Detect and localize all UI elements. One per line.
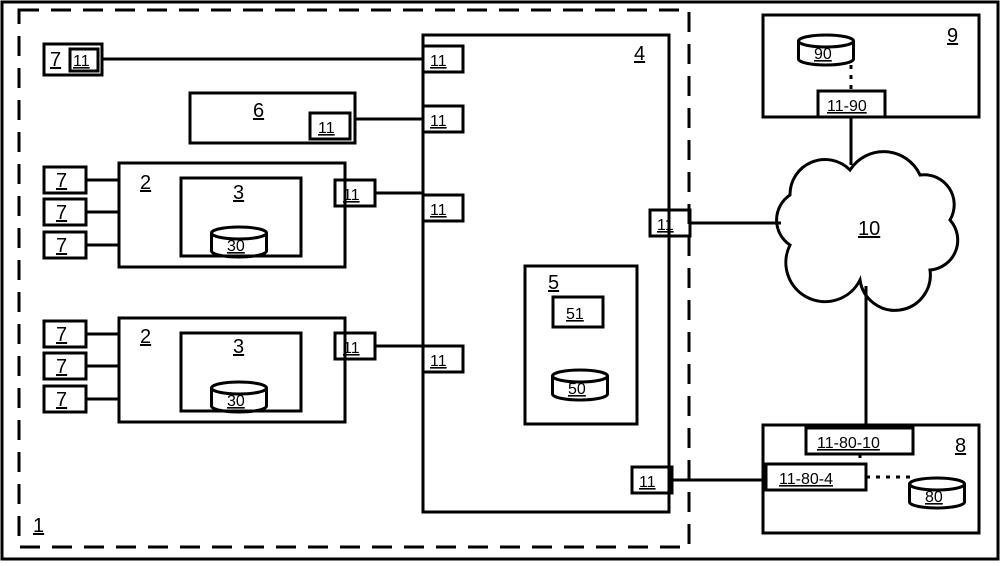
figure-border [2, 2, 998, 559]
box-outer1 [19, 10, 689, 547]
label-l7d: 7 [56, 235, 67, 257]
label-l11804: 11-80-4 [779, 471, 833, 488]
label-l7a: 7 [50, 49, 61, 71]
cyl-c80-label: 80 [925, 489, 943, 506]
label-l7a11: 11 [73, 53, 90, 70]
label-l3a: 3 [233, 182, 244, 204]
label-l4_11a: 11 [430, 53, 447, 70]
label-l3b: 3 [233, 336, 244, 358]
cyl-c50-label: 50 [568, 381, 586, 398]
cyl-c90-label: 90 [814, 46, 832, 63]
label-l4_11r2: 11 [639, 474, 656, 491]
label-l2b_11: 11 [343, 340, 360, 357]
label-l2a: 2 [140, 172, 151, 194]
label-l4_11r1: 11 [657, 217, 674, 234]
edge-3 [375, 346, 423, 359]
label-l4_11c: 11 [430, 202, 447, 219]
label-l4_11d: 11 [430, 353, 447, 370]
label-l7g: 7 [56, 389, 67, 411]
label-l6_11: 11 [318, 120, 335, 137]
label-l2b: 2 [140, 326, 151, 348]
label-l4_11b: 11 [430, 113, 447, 130]
label-l51: 51 [566, 306, 584, 323]
label-l9: 9 [947, 25, 958, 47]
cyl-c30a-label: 30 [227, 238, 245, 255]
label-l10: 10 [858, 218, 880, 240]
label-l7f: 7 [56, 356, 67, 378]
label-l118010: 11-80-10 [817, 435, 880, 452]
label-l5: 5 [548, 272, 559, 294]
diagram-svg: 30 30 50 90 80 1 7 11 6 11 4 11 11 11 11 11 11 2 3 11 7 7 7 2 3 1… [0, 0, 1000, 561]
label-l4: 4 [634, 43, 645, 65]
label-l7b: 7 [56, 170, 67, 192]
label-l1: 1 [33, 515, 44, 537]
cyl-c30b-label: 30 [227, 393, 245, 410]
edge-15 [866, 477, 910, 493]
label-l7e: 7 [56, 324, 67, 346]
label-l8: 8 [955, 435, 966, 457]
label-l6: 6 [253, 100, 264, 122]
edge-2 [375, 193, 423, 208]
label-l1190: 11-90 [827, 98, 867, 115]
label-l2a_11: 11 [343, 187, 360, 204]
label-l7c: 7 [56, 202, 67, 224]
